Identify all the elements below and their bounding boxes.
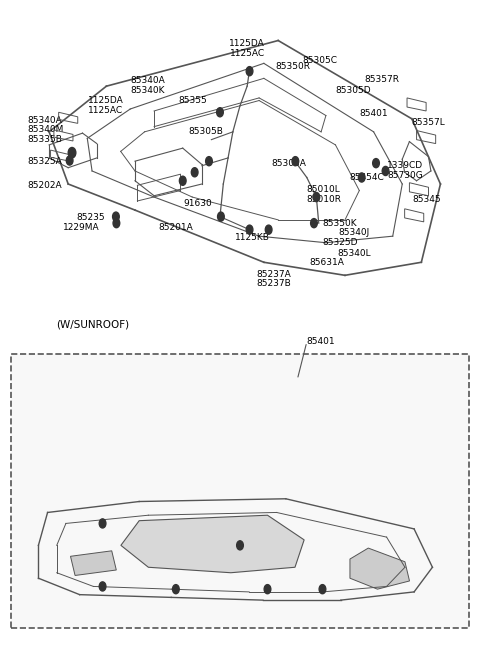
Circle shape [246, 67, 253, 76]
Text: 85631A: 85631A [309, 258, 344, 267]
Text: 85010R: 85010R [307, 195, 342, 204]
Circle shape [264, 585, 271, 593]
Text: 85340K: 85340K [130, 86, 165, 95]
Circle shape [311, 219, 317, 228]
Text: 85202A: 85202A [28, 181, 62, 190]
Text: 85325A: 85325A [28, 157, 62, 166]
Text: 85350R: 85350R [276, 62, 311, 71]
FancyBboxPatch shape [11, 354, 469, 627]
Text: 1125AC: 1125AC [88, 106, 123, 115]
Text: 1125DA: 1125DA [229, 39, 265, 48]
Text: 1339CD: 1339CD [387, 161, 423, 170]
Text: 85355: 85355 [178, 96, 207, 105]
Circle shape [205, 157, 212, 166]
Circle shape [68, 147, 76, 158]
Text: 91630: 91630 [184, 199, 213, 208]
Text: 85340L: 85340L [338, 249, 372, 257]
Text: 85305D: 85305D [336, 86, 371, 95]
Text: 85345: 85345 [413, 195, 442, 204]
Circle shape [359, 173, 365, 182]
Text: 85350K: 85350K [322, 219, 357, 228]
Circle shape [216, 107, 223, 117]
Circle shape [265, 225, 272, 234]
Text: 1125DA: 1125DA [88, 96, 124, 105]
Text: 85401: 85401 [360, 109, 388, 118]
Text: 85201A: 85201A [159, 223, 193, 233]
Text: 85730G: 85730G [387, 171, 423, 180]
Text: 85305A: 85305A [271, 159, 306, 168]
Text: 85340A: 85340A [130, 77, 165, 85]
Circle shape [382, 166, 389, 176]
Circle shape [292, 157, 299, 166]
Polygon shape [121, 515, 304, 572]
Text: 85305B: 85305B [188, 127, 223, 136]
Circle shape [113, 212, 119, 221]
Circle shape [192, 168, 198, 177]
Polygon shape [71, 551, 116, 576]
Circle shape [99, 582, 106, 591]
Text: 85325D: 85325D [322, 238, 358, 247]
Text: 85357R: 85357R [364, 75, 399, 84]
Text: 1229MA: 1229MA [63, 223, 100, 233]
Circle shape [237, 541, 243, 550]
Text: 1125AC: 1125AC [229, 49, 265, 58]
Circle shape [99, 519, 106, 528]
Circle shape [246, 225, 253, 234]
Circle shape [313, 193, 320, 202]
Text: 85237B: 85237B [257, 279, 291, 288]
Text: 85357L: 85357L [412, 117, 445, 126]
Circle shape [319, 585, 326, 593]
Text: 85401: 85401 [307, 337, 336, 346]
Circle shape [217, 212, 224, 221]
Text: 85305C: 85305C [302, 56, 337, 65]
Text: 1125KB: 1125KB [235, 233, 270, 242]
Text: 85340J: 85340J [339, 229, 370, 237]
Text: 85237A: 85237A [257, 269, 291, 278]
Text: (W/SUNROOF): (W/SUNROOF) [56, 319, 130, 329]
Circle shape [113, 219, 120, 228]
Text: 85235: 85235 [77, 214, 106, 223]
Polygon shape [350, 548, 409, 589]
Text: 85454C: 85454C [350, 173, 384, 182]
Text: 85335B: 85335B [28, 135, 62, 144]
Circle shape [172, 585, 179, 593]
Text: 85340M: 85340M [28, 125, 64, 134]
Circle shape [180, 176, 186, 185]
Text: 85010L: 85010L [307, 185, 341, 194]
Text: 85340A: 85340A [28, 115, 62, 124]
Circle shape [372, 159, 379, 168]
Circle shape [66, 156, 73, 165]
